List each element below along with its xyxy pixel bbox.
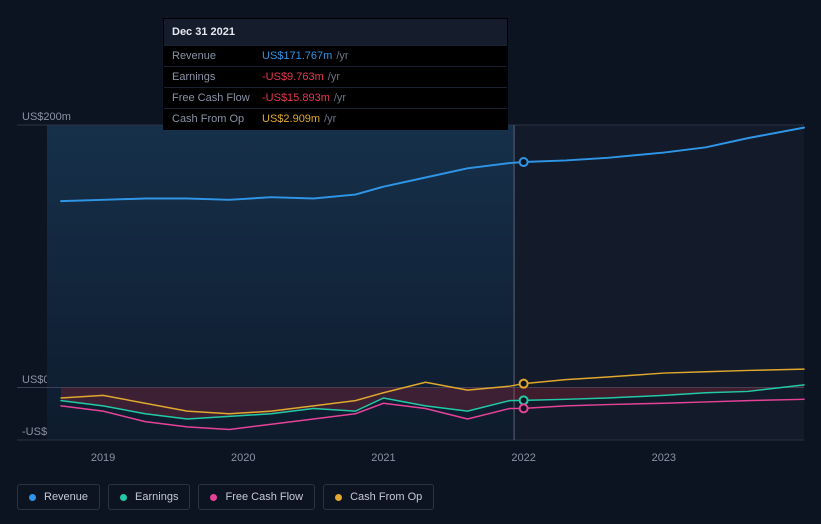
tooltip-row-suffix: /yr [336,50,348,62]
legend: Revenue Earnings Free Cash Flow Cash From O… [17,484,434,510]
legend-label: Cash From Op [350,491,422,503]
legend-dot-icon [120,494,127,501]
legend-item[interactable]: Cash From Op [323,484,434,510]
legend-label: Revenue [44,491,88,503]
x-axis-tick-label: 2021 [371,452,395,464]
x-axis-tick-label: 2020 [231,452,255,464]
legend-item[interactable]: Free Cash Flow [198,484,315,510]
legend-dot-icon [335,494,342,501]
x-axis-tick-label: 2023 [652,452,676,464]
x-axis-tick-label: 2022 [511,452,535,464]
y-axis-tick-label: US$200m [22,111,71,123]
legend-dot-icon [29,494,36,501]
tooltip-date: Dec 31 2021 [164,19,507,45]
tooltip-row: Free Cash Flow-US$15.893m/yr [164,87,507,108]
tooltip-row-label: Revenue [172,50,262,62]
tooltip-row: Cash From OpUS$2.909m/yr [164,108,507,129]
financial-chart[interactable] [17,125,804,440]
legend-label: Earnings [135,491,178,503]
tooltip-row-value: US$171.767m [262,50,332,62]
tooltip-row-value: US$2.909m [262,113,320,125]
legend-item[interactable]: Revenue [17,484,100,510]
tooltip-row-value: -US$9.763m [262,71,324,83]
tooltip-row-label: Cash From Op [172,113,262,125]
tooltip-row-suffix: /yr [328,71,340,83]
legend-dot-icon [210,494,217,501]
tooltip-row-value: -US$15.893m [262,92,330,104]
legend-label: Free Cash Flow [225,491,303,503]
tooltip-row: RevenueUS$171.767m/yr [164,45,507,66]
legend-item[interactable]: Earnings [108,484,190,510]
tooltip-row-suffix: /yr [324,113,336,125]
x-axis-tick-label: 2019 [91,452,115,464]
tooltip-row-label: Free Cash Flow [172,92,262,104]
tooltip-row-label: Earnings [172,71,262,83]
tooltip-row-suffix: /yr [334,92,346,104]
tooltip-row: Earnings-US$9.763m/yr [164,66,507,87]
chart-tooltip: Dec 31 2021 RevenueUS$171.767m/yrEarning… [163,18,508,130]
